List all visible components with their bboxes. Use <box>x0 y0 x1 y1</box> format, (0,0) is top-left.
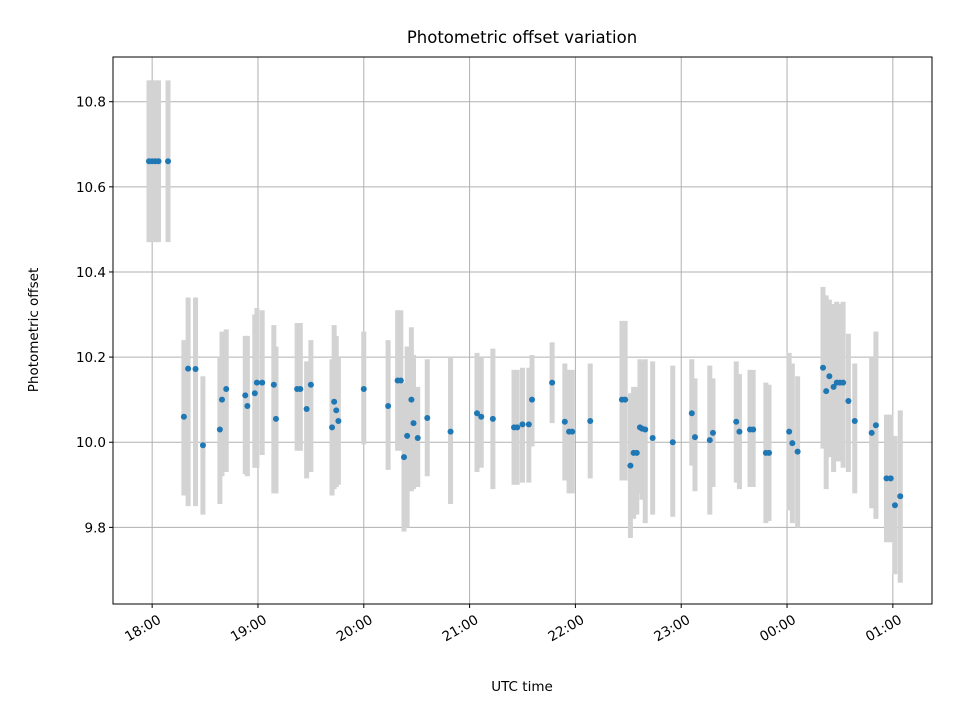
data-point <box>706 437 713 444</box>
data-point <box>789 440 796 447</box>
data-point <box>216 426 223 433</box>
data-point <box>397 377 404 384</box>
data-point <box>474 410 480 417</box>
data-point <box>180 413 187 420</box>
y-tick-label: 10.4 <box>76 265 106 281</box>
data-point <box>736 428 743 435</box>
data-point <box>622 396 629 403</box>
data-point <box>519 421 526 428</box>
data-point <box>242 392 249 399</box>
data-point <box>872 422 879 429</box>
data-point <box>891 502 898 509</box>
x-axis-label: UTC time <box>491 679 553 695</box>
y-tick-label: 10.8 <box>76 95 106 111</box>
data-point <box>253 379 260 386</box>
data-point <box>845 397 852 404</box>
data-point <box>887 475 894 482</box>
y-axis-label: Photometric offset <box>26 268 42 392</box>
data-point <box>840 379 847 386</box>
data-point <box>549 379 556 386</box>
data-point <box>529 396 536 403</box>
data-point <box>688 410 695 417</box>
data-point <box>826 373 833 380</box>
data-point <box>297 386 304 393</box>
data-point <box>155 158 162 165</box>
y-tick-label: 9.8 <box>85 520 106 536</box>
data-points <box>145 158 904 509</box>
data-point <box>447 428 454 435</box>
data-point <box>709 429 716 436</box>
data-point <box>307 381 314 388</box>
y-tick-label: 10.2 <box>76 350 106 366</box>
data-point <box>627 462 634 469</box>
data-point <box>223 386 230 393</box>
y-axis-ticks: 9.8 10.0 10.2 10.4 10.6 10.8 <box>76 95 113 536</box>
data-point <box>185 365 192 372</box>
data-point <box>820 364 827 371</box>
data-point <box>633 449 640 456</box>
data-point <box>408 396 415 403</box>
data-point <box>251 390 258 397</box>
data-point <box>642 426 649 433</box>
data-point <box>410 420 417 427</box>
data-point <box>766 449 773 456</box>
data-point <box>691 434 698 441</box>
data-point <box>165 158 172 165</box>
data-point <box>335 417 342 424</box>
data-point <box>750 426 757 433</box>
data-point <box>385 403 392 410</box>
data-point <box>851 417 858 424</box>
data-point <box>400 454 407 461</box>
data-point <box>270 381 277 388</box>
data-point <box>259 379 266 386</box>
data-point <box>786 428 793 435</box>
data-point <box>823 388 830 395</box>
chart-title: Photometric offset variation <box>407 28 637 47</box>
data-point <box>303 406 310 413</box>
data-point <box>489 415 496 422</box>
data-point <box>561 418 568 425</box>
y-tick-label: 10.0 <box>76 435 106 451</box>
data-point <box>883 475 890 482</box>
data-point <box>569 428 576 435</box>
data-point <box>587 417 594 424</box>
plot-frame <box>112 56 933 605</box>
data-point <box>272 415 279 422</box>
y-tick-label: 10.6 <box>76 180 106 196</box>
data-point <box>478 413 485 420</box>
data-point <box>525 421 532 428</box>
data-point <box>830 383 837 390</box>
data-point <box>897 493 904 500</box>
data-point <box>649 434 656 441</box>
data-point <box>199 442 206 449</box>
data-point <box>868 429 875 436</box>
data-point <box>329 424 336 431</box>
data-point <box>192 366 199 373</box>
data-point <box>331 398 338 405</box>
data-point <box>404 432 411 439</box>
data-point <box>424 414 431 421</box>
data-point <box>794 448 801 455</box>
data-point <box>414 434 421 441</box>
data-point <box>244 403 251 410</box>
data-point <box>360 386 367 393</box>
data-point <box>218 396 225 403</box>
data-point <box>733 418 740 425</box>
data-point <box>333 407 340 414</box>
data-point <box>669 439 676 446</box>
data-point <box>514 424 521 431</box>
